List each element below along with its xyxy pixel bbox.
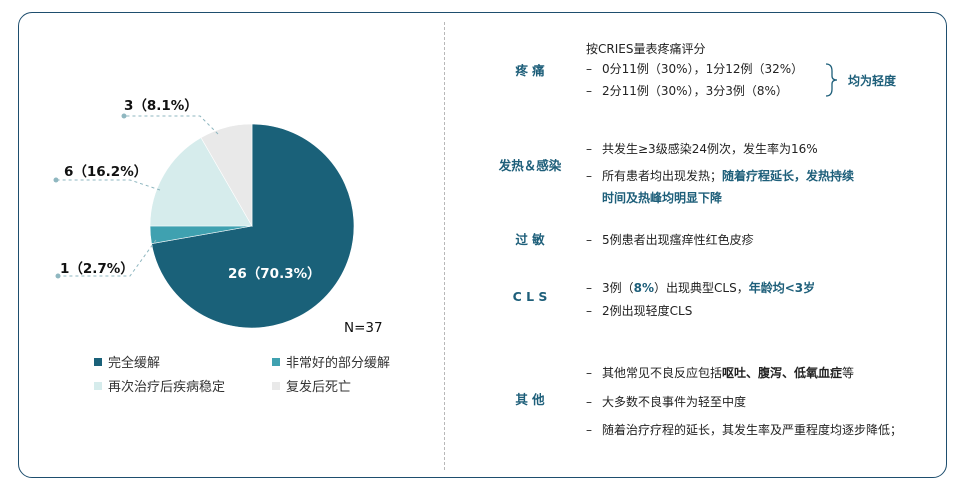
- leader-dot: [53, 177, 59, 183]
- legend-item-complete-remission: 完全缓解: [94, 352, 160, 371]
- category-fever-infection: 发热＆感染: [498, 158, 562, 173]
- panel-frame: [18, 12, 947, 478]
- legend-item-vgpr: 非常好的部分缓解: [272, 352, 390, 371]
- legend-text: 复发后死亡: [286, 380, 352, 395]
- fever-line-1: – 共发生≥3级感染24例次，发生率为16%: [586, 142, 818, 156]
- leader-dot: [121, 113, 127, 119]
- leader-line-stable: [56, 179, 161, 191]
- legend-item-stable: 再次治疗后疾病稳定: [94, 376, 225, 395]
- legend-text: 非常好的部分缓解: [286, 356, 391, 371]
- leader-dot: [55, 273, 61, 279]
- slice-label-complete-remission: 26（70.3%）: [228, 266, 321, 282]
- pain-line-1: –0分11例（30%），1分12例（32%）: [586, 62, 804, 76]
- legend-swatch: [94, 358, 102, 366]
- legend-swatch: [94, 382, 102, 390]
- total-n-label: N=37: [344, 320, 383, 336]
- category-other: 其 他: [515, 392, 545, 407]
- category-allergy: 过 敏: [515, 232, 545, 247]
- pain-summary: 均为轻度: [848, 74, 897, 88]
- legend-text: 再次治疗后疾病稳定: [108, 380, 226, 395]
- fever-line-3: 时间及热峰均明显下降: [602, 191, 723, 205]
- leader-line-vgpr: [58, 239, 157, 277]
- leader-line-relapse-death: [124, 115, 219, 135]
- brace-icon: [825, 63, 838, 97]
- category-pain: 疼 痛: [515, 63, 545, 78]
- allergy-line-1: –5例患者出现瘙痒性红色皮疹: [586, 233, 754, 247]
- other-line-2: – 大多数不良事件为轻至中度: [586, 395, 747, 409]
- category-cls: C L S: [512, 289, 548, 304]
- pie-slice-complete-remission: [151, 123, 355, 329]
- legend-item-relapse-death: 复发后死亡: [272, 376, 351, 395]
- other-line-1: – 其他常见不良反应包括呕吐、腹泻、低氧血症等: [586, 366, 855, 380]
- fever-line-2: – 所有患者均出现发热；随着疗程延长，发热持续: [586, 169, 855, 183]
- pie-slice-stable: [149, 137, 253, 227]
- legend-swatch: [272, 382, 280, 390]
- slice-label-relapse-death: 3（8.1%）: [124, 98, 198, 114]
- pain-line-2: –2分11例（30%），3分3例（8%）: [586, 84, 788, 98]
- legend-text: 完全缓解: [108, 356, 161, 371]
- slice-label-stable: 6（16.2%）: [64, 164, 148, 180]
- slice-label-vgpr: 1（2.7%）: [60, 261, 134, 277]
- pie-slice-relapse-death: [200, 123, 253, 228]
- cls-line-1: –3例（8%）出现典型CLS，年龄均<3岁: [586, 281, 816, 295]
- other-line-3: – 随着治疗疗程的延长，其发生率及严重程度均逐步降低；: [586, 423, 903, 437]
- legend-swatch: [272, 358, 280, 366]
- pie-chart: [53, 113, 355, 329]
- pain-intro: 按CRIES量表疼痛评分: [586, 42, 706, 56]
- cls-line-2: –2例出现轻度CLS: [586, 304, 693, 318]
- panel-divider: [444, 22, 445, 470]
